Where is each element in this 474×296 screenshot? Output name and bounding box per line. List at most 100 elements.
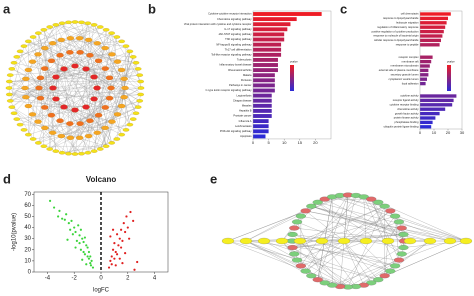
node	[275, 237, 289, 245]
node	[76, 121, 84, 126]
category-label: cytokine receptor binding	[390, 102, 419, 106]
edge	[33, 36, 45, 108]
bar	[420, 107, 446, 111]
category-label: Inflammatory bowel disease	[219, 63, 252, 67]
point	[89, 264, 93, 267]
edge	[55, 62, 136, 78]
node	[108, 141, 115, 145]
edge	[10, 87, 40, 101]
node	[398, 245, 409, 251]
node	[6, 79, 13, 84]
node	[137, 79, 144, 84]
point	[113, 242, 116, 245]
node	[122, 44, 130, 48]
node	[52, 74, 60, 80]
edge	[28, 48, 45, 135]
category-label: Influenza A	[239, 119, 252, 123]
category-label: response to molecule of bacterial origin	[373, 34, 419, 38]
bar	[420, 98, 454, 103]
node	[398, 231, 409, 237]
edge	[324, 199, 411, 242]
bar	[253, 129, 269, 134]
node	[21, 85, 29, 91]
edge	[9, 81, 127, 130]
node	[90, 74, 98, 80]
bar	[253, 52, 282, 57]
point	[57, 215, 60, 218]
category-label: TNF signaling pathway	[225, 37, 252, 41]
edge	[10, 100, 87, 108]
point	[110, 255, 113, 258]
point	[79, 228, 82, 231]
edge	[311, 206, 451, 242]
point	[115, 253, 119, 256]
point	[129, 210, 132, 214]
node	[49, 85, 57, 91]
category-label: membrane microdomain	[391, 64, 420, 68]
node	[93, 130, 101, 135]
edge	[87, 23, 107, 147]
node	[293, 237, 307, 245]
edge	[28, 26, 101, 71]
node	[396, 225, 407, 231]
bar	[253, 12, 322, 16]
point	[90, 259, 93, 262]
node	[300, 208, 311, 214]
edge	[317, 194, 349, 280]
node	[65, 151, 72, 156]
edge	[80, 98, 110, 124]
node	[319, 280, 330, 286]
point	[85, 263, 88, 266]
edge	[317, 202, 391, 272]
edge	[305, 210, 467, 242]
node	[6, 73, 14, 77]
bar	[253, 98, 272, 103]
category-label: JAK-STAT signaling pathway	[218, 32, 252, 36]
node	[113, 35, 121, 39]
bar	[253, 63, 278, 67]
edge	[227, 240, 379, 280]
point	[133, 268, 136, 271]
point	[87, 257, 91, 260]
edge	[43, 29, 88, 153]
category-label: Apoptosis	[240, 134, 252, 138]
node	[221, 237, 235, 245]
node	[121, 85, 129, 91]
point	[78, 234, 81, 237]
edge	[9, 74, 140, 82]
node	[129, 55, 137, 59]
edge	[23, 46, 57, 100]
x-tick-label: -4	[45, 276, 51, 282]
node	[136, 73, 144, 77]
bar	[253, 57, 278, 62]
point	[63, 218, 66, 221]
node	[29, 35, 37, 39]
bar	[420, 73, 429, 77]
node	[101, 105, 109, 110]
edge	[245, 240, 298, 261]
panel-label: c	[340, 1, 347, 16]
node	[137, 92, 144, 97]
node	[57, 37, 66, 43]
legend-title: pvalue	[447, 60, 455, 64]
category-label: cytokine activity	[400, 94, 419, 98]
node	[84, 151, 92, 155]
category-label: cellular response to lipopolysaccharide	[374, 38, 419, 42]
edge	[38, 33, 76, 155]
edge	[227, 240, 349, 288]
point	[109, 235, 112, 238]
edge	[245, 240, 318, 280]
point	[83, 253, 87, 256]
edge	[105, 56, 134, 147]
edge	[9, 68, 139, 82]
edge	[321, 240, 357, 287]
node	[300, 268, 311, 274]
category-label: NF-kappa B signaling pathway	[216, 42, 252, 46]
edge	[317, 202, 402, 255]
edge	[111, 33, 141, 82]
node	[58, 21, 66, 25]
node	[46, 25, 54, 29]
category-label: response to peptide	[396, 42, 419, 46]
y-tick-label: 60	[24, 203, 31, 209]
point	[120, 228, 123, 231]
